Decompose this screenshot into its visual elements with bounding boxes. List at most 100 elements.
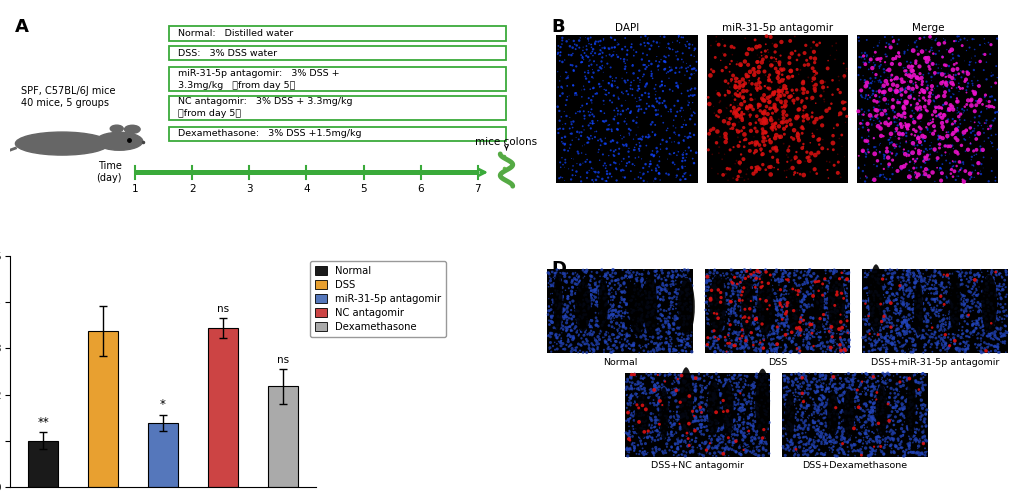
Point: [894, 320, 910, 328]
Point: [721, 101, 738, 109]
Point: [653, 275, 669, 283]
Point: [621, 399, 637, 407]
Point: [925, 145, 942, 153]
Point: [882, 274, 899, 282]
Point: [698, 370, 714, 378]
Point: [721, 346, 738, 354]
Point: [740, 108, 756, 116]
Point: [742, 313, 758, 321]
Point: [802, 378, 818, 386]
Point: [580, 37, 596, 45]
Point: [721, 444, 738, 452]
Point: [645, 177, 661, 185]
Point: [769, 86, 786, 94]
Point: [745, 293, 761, 301]
Point: [735, 415, 751, 423]
Point: [731, 335, 747, 343]
Point: [876, 266, 893, 274]
Point: [682, 303, 698, 311]
Point: [977, 58, 994, 66]
Point: [742, 95, 758, 103]
Point: [735, 280, 751, 288]
Point: [772, 99, 789, 107]
Point: [636, 384, 652, 392]
Point: [726, 375, 742, 383]
Point: [854, 440, 870, 448]
Point: [648, 346, 664, 354]
Point: [861, 310, 877, 318]
Point: [646, 399, 662, 407]
Point: [901, 266, 917, 274]
Point: [638, 275, 654, 283]
Point: [759, 330, 775, 338]
Point: [559, 292, 576, 300]
Point: [981, 122, 998, 130]
Point: [695, 372, 711, 380]
Point: [758, 348, 774, 356]
Point: [578, 282, 594, 290]
Point: [986, 314, 1003, 322]
Point: [675, 121, 691, 128]
Point: [822, 387, 839, 395]
Point: [615, 298, 632, 306]
Point: [559, 72, 576, 80]
Point: [822, 323, 839, 331]
Point: [950, 167, 966, 175]
Point: [856, 273, 872, 281]
Point: [799, 267, 815, 275]
Point: [909, 141, 925, 149]
Point: [867, 268, 883, 276]
Point: [593, 44, 609, 52]
Point: [964, 162, 980, 169]
Point: [601, 121, 618, 128]
Point: [871, 172, 888, 180]
Point: [647, 344, 663, 352]
Point: [729, 345, 745, 353]
Point: [766, 302, 783, 310]
Point: [820, 422, 837, 430]
Point: [648, 339, 664, 347]
Point: [745, 170, 761, 178]
Point: [572, 277, 588, 285]
Point: [714, 383, 731, 391]
Point: [801, 340, 817, 348]
Point: [864, 305, 880, 313]
Point: [913, 405, 929, 412]
Point: [699, 283, 715, 290]
Point: [857, 389, 873, 397]
Point: [800, 150, 816, 158]
Point: [613, 102, 630, 110]
Point: [681, 99, 697, 107]
Point: [860, 128, 876, 136]
Point: [965, 279, 981, 287]
Point: [748, 164, 764, 172]
Point: [589, 345, 605, 353]
Point: [843, 386, 859, 394]
Point: [902, 101, 918, 109]
Point: [754, 125, 770, 133]
Point: [552, 324, 569, 332]
Point: [615, 133, 632, 141]
Point: [583, 164, 599, 172]
Point: [835, 398, 851, 406]
Point: [892, 281, 908, 289]
Point: [782, 121, 798, 128]
Point: [740, 45, 756, 53]
Point: [737, 446, 753, 453]
Point: [814, 136, 830, 144]
Point: [618, 141, 634, 149]
Point: [553, 329, 570, 337]
Point: [743, 284, 759, 291]
Point: [648, 270, 664, 278]
Point: [619, 399, 635, 407]
Point: [718, 400, 735, 408]
Point: [667, 300, 684, 308]
Point: [749, 281, 765, 288]
Point: [552, 334, 569, 342]
Point: [581, 78, 597, 86]
Point: [792, 329, 808, 337]
Point: [909, 303, 925, 311]
Point: [751, 372, 767, 380]
Point: [781, 398, 797, 406]
Point: [676, 170, 692, 178]
